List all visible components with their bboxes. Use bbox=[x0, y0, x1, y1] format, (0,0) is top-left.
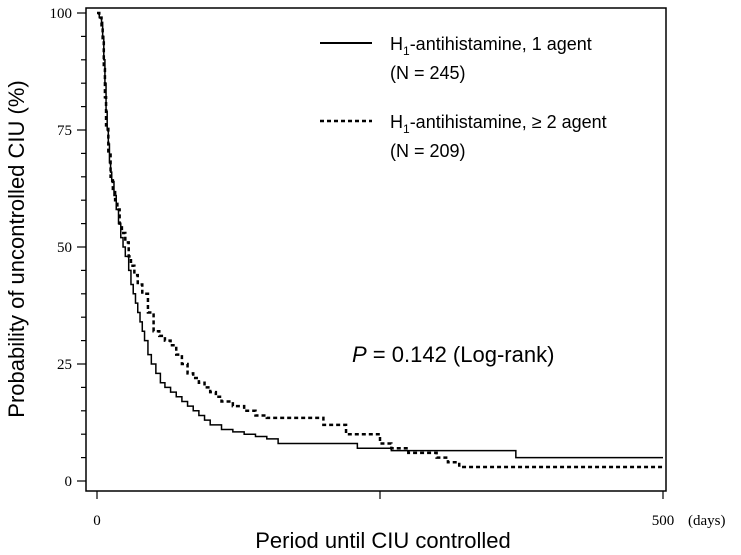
y-tick-label: 50 bbox=[57, 240, 72, 256]
y-tick-label: 0 bbox=[65, 474, 73, 490]
y-tick-label: 75 bbox=[57, 123, 72, 139]
legend-n-1: (N = 245) bbox=[390, 63, 466, 83]
series-line-2 bbox=[97, 11, 663, 469]
x-axis-title: Period until CIU controlled bbox=[255, 528, 511, 553]
legend-label-1: H1-antihistamine, 1 agent bbox=[390, 34, 592, 58]
y-axis-ticks: 0 25 50 75 100 bbox=[50, 6, 86, 490]
plot-frame bbox=[85, 7, 667, 492]
y-axis-title: Probability of uncontrolled CIU (%) bbox=[4, 80, 29, 417]
legend: H1-antihistamine, 1 agent (N = 245) H1-a… bbox=[320, 34, 607, 161]
series-line-1 bbox=[97, 12, 663, 459]
x-axis-ticks: 0 500 bbox=[93, 491, 674, 529]
series-layer bbox=[97, 11, 663, 469]
legend-label-2: H1-antihistamine, ≥ 2 agent bbox=[390, 112, 607, 136]
x-tick-label: 500 bbox=[652, 513, 675, 529]
x-tick-label: 0 bbox=[93, 513, 101, 529]
x-axis-unit: (days) bbox=[688, 513, 726, 529]
legend-n-2: (N = 209) bbox=[390, 141, 466, 161]
y-tick-label: 100 bbox=[50, 6, 73, 22]
p-value-annotation: P = 0.142 (Log-rank) bbox=[352, 342, 554, 367]
y-tick-label: 25 bbox=[57, 357, 72, 373]
